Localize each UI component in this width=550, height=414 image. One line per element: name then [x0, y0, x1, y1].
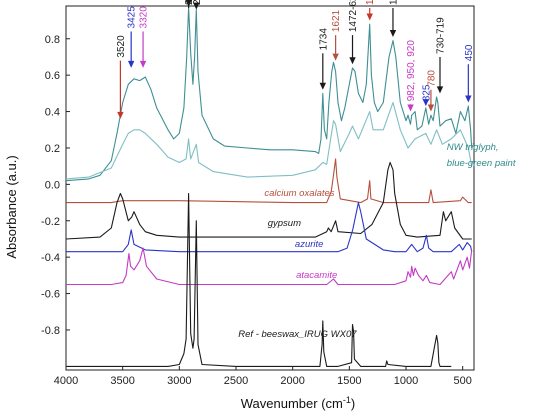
peak-label: 3425: [127, 6, 138, 29]
x-tick-label: 500: [453, 375, 471, 387]
x-tick-label: 1000: [394, 375, 418, 387]
peak-arrow-head: [389, 29, 397, 37]
peak-label: 2918: [184, 0, 195, 5]
series-label: azurite: [295, 239, 324, 250]
x-tick-label: 2500: [224, 375, 248, 387]
y-tick-label: 0.0: [45, 179, 60, 191]
y-tick-label: 0.6: [45, 70, 60, 82]
series-label: Ref - beeswax_IRUG WX07: [238, 329, 357, 340]
y-tick-label: -0.2: [41, 216, 60, 228]
peak-arrow-head: [366, 13, 373, 21]
peak-label: 1621: [331, 9, 342, 32]
peak-label: 1734: [318, 28, 329, 51]
annotation-layer: calcium oxalates gypsum azurite atacamite Re…: [116, 0, 516, 340]
peak-arrow-head: [127, 60, 135, 68]
x-axis-title-close: ): [351, 396, 355, 411]
series-line-4: [66, 202, 473, 253]
peak-label: 3520: [116, 35, 127, 58]
peak-label: 1472-62: [348, 0, 359, 32]
x-axis-title: Wavenumber (cm-1): [241, 395, 355, 411]
series-label: atacamite: [296, 270, 337, 281]
peak-arrow-head: [465, 95, 472, 103]
y-tick-label: -0.8: [41, 325, 60, 337]
y-tick-label: 0.2: [45, 143, 60, 155]
axis-layer: 4000 3500 3000 2500 2000 1500 1000 500 -0.8 -0.6 -…: [41, 34, 472, 387]
peak-label: 825: [421, 84, 432, 101]
peak-label: 3320: [139, 6, 150, 29]
peak-arrow-head: [185, 0, 192, 7]
plot-frame: [65, 5, 475, 371]
x-tick-label: 1500: [337, 375, 361, 387]
peak-arrow-head: [436, 86, 444, 94]
peak-arrow-head: [319, 82, 327, 90]
y-tick-label: 0.4: [45, 107, 60, 119]
series-line-6: [66, 192, 452, 367]
peak-label: 1320: [365, 0, 376, 5]
peak-arrow-head: [407, 104, 414, 112]
peak-arrow-head: [139, 60, 147, 68]
peak-label: 730-719: [436, 17, 447, 54]
trace-label: NW triglyph,: [447, 142, 499, 153]
trace-label: blue-green paint: [447, 158, 516, 169]
peak-label: 1115: [388, 0, 399, 5]
x-axis-title-superscript: -1: [343, 395, 351, 405]
series-line-2: [66, 158, 472, 204]
series-label: calcium oxalates: [264, 188, 334, 199]
y-axis-title: Absorbance (a.u.): [4, 155, 19, 258]
x-tick-label: 4000: [54, 375, 78, 387]
peak-arrow-head: [332, 53, 339, 61]
peak-label: 780: [426, 70, 437, 87]
peak-label: 982, 950, 920: [406, 40, 417, 102]
series-line-0: [65, 6, 473, 182]
series-line-1: [65, 101, 473, 180]
x-tick-label: 3500: [110, 375, 134, 387]
series-layer: [65, 6, 473, 367]
peak-arrow-head: [193, 2, 200, 10]
peak-arrow-head: [422, 99, 430, 107]
peak-label: 450: [464, 44, 475, 61]
x-tick-label: 2000: [280, 375, 304, 387]
x-tick-label: 3000: [167, 375, 191, 387]
y-tick-label: -0.6: [41, 289, 60, 301]
series-line-3: [65, 161, 472, 240]
series-line-5: [66, 247, 473, 286]
y-tick-label: -0.4: [41, 252, 60, 264]
peak-arrow-head: [117, 111, 124, 119]
peak-arrow-head: [427, 104, 435, 112]
x-axis-title-main: Wavenumber (cm: [241, 396, 343, 411]
series-label: gypsum: [268, 218, 301, 229]
peak-label: 2850: [192, 0, 203, 5]
peak-arrow-head: [349, 57, 356, 65]
y-tick-label: 0.8: [45, 34, 60, 46]
